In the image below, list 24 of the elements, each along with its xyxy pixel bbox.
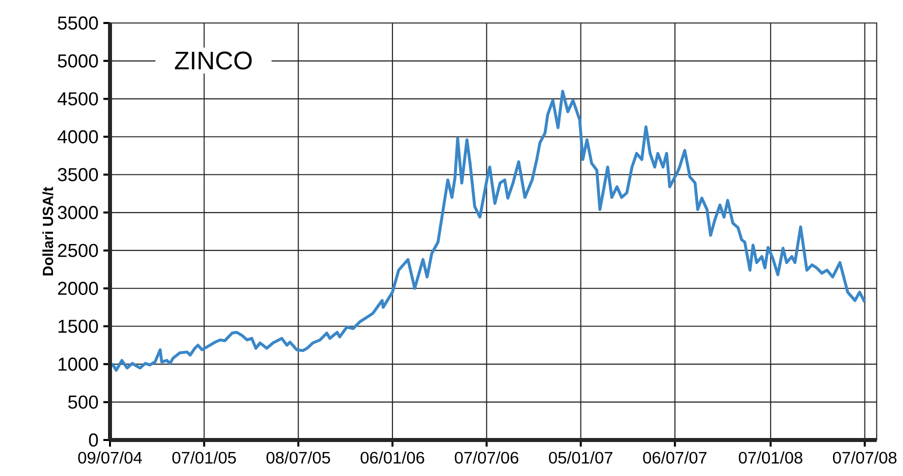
- text: ZINCO: [174, 52, 252, 70]
- x-tick-label: 05/01/07: [548, 451, 612, 464]
- y-tick-label: 3500: [58, 168, 98, 182]
- y-tick-label: 5000: [58, 54, 98, 68]
- line-series: [110, 90, 866, 372]
- x-tick-label: 09/07/04: [78, 451, 142, 464]
- y-axis-title: Dollari USA/t: [42, 186, 54, 276]
- y-tick-label: 2000: [58, 282, 98, 295]
- y-tick-label: 3000: [58, 206, 98, 220]
- y-tick-label: 4500: [58, 92, 98, 106]
- x-tick-label: 06/07/07: [643, 451, 707, 464]
- x-tick-label: 08/07/05: [266, 451, 330, 464]
- y-tick-label: 5500: [58, 16, 98, 30]
- x-tick-label: 07/07/08: [832, 451, 896, 464]
- y-tick-label: 4000: [58, 130, 98, 144]
- x-tick-label: 06/01/06: [360, 451, 424, 464]
- x-tick-label: 07/01/08: [738, 451, 802, 464]
- x-tick-label: 07/01/05: [172, 451, 236, 464]
- y-tick-label: 2500: [58, 244, 98, 258]
- y-tick-label: 0: [88, 433, 98, 447]
- y-tick-label: 1500: [58, 320, 98, 333]
- y-tick-label: 500: [68, 395, 98, 409]
- y-tick-label: 1000: [58, 358, 98, 371]
- x-tick-label: 07/07/06: [454, 451, 518, 464]
